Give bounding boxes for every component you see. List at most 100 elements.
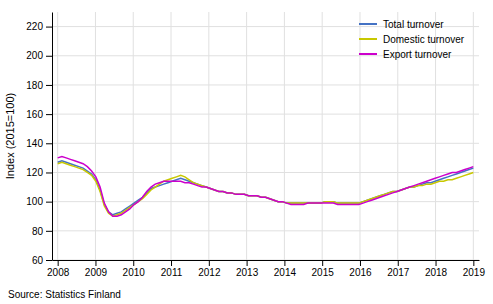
tick: 220 (26, 21, 52, 32)
grid-line (322, 12, 323, 260)
tick: 2017 (387, 260, 410, 278)
legend-swatch (359, 38, 377, 40)
tick: 140 (26, 138, 52, 149)
tick-label: 160 (26, 109, 43, 120)
tick-mark (95, 260, 96, 266)
legend-item: Export turnover (359, 49, 452, 60)
tick-label: 180 (26, 80, 43, 91)
tick: 2016 (349, 260, 372, 278)
tick-label: 60 (32, 255, 44, 266)
tick-label: 2008 (47, 267, 70, 278)
grid-line (52, 172, 479, 173)
tick: 120 (26, 167, 52, 178)
tick: 200 (26, 50, 52, 61)
tick-mark (171, 260, 172, 266)
tick: 2015 (312, 260, 335, 278)
tick: 2018 (425, 260, 448, 278)
tick: 2011 (161, 260, 183, 278)
tick-mark (46, 56, 52, 57)
grid-line (208, 12, 209, 260)
tick-mark (46, 143, 52, 144)
tick-label: 2019 (463, 267, 486, 278)
tick-mark (284, 260, 285, 266)
tick-label: 80 (32, 226, 44, 237)
tick-mark (360, 260, 361, 266)
legend-label: Domestic turnover (383, 34, 465, 45)
grid-line (171, 12, 172, 260)
tick: 2014 (274, 260, 297, 278)
tick-mark (209, 260, 210, 266)
tick-mark (58, 260, 59, 266)
tick-label: 120 (26, 167, 43, 178)
tick-label: 2009 (85, 267, 108, 278)
grid-line (52, 84, 479, 85)
lines (58, 156, 474, 216)
tick: 2009 (85, 260, 108, 278)
tick-label: 200 (26, 50, 43, 61)
tick: 2012 (198, 260, 221, 278)
tick-label: 2015 (312, 267, 335, 278)
tick: 180 (26, 80, 52, 91)
tick: 2019 (463, 260, 486, 278)
tick-mark (398, 260, 399, 266)
tick: 2008 (47, 260, 70, 278)
y-axis-title: Index (2015=100) (4, 93, 16, 180)
grid-line (95, 12, 96, 260)
tick-label: 220 (26, 21, 43, 32)
grid-line (359, 12, 360, 260)
grid-line (284, 12, 285, 260)
tick-label: 2012 (198, 267, 221, 278)
grid-line (52, 260, 479, 261)
legend-swatch (359, 23, 377, 25)
legend-label: Export turnover (383, 49, 452, 60)
tick-mark (247, 260, 248, 266)
grid-line (52, 201, 479, 202)
tick: 80 (32, 226, 52, 237)
tick: 2013 (236, 260, 259, 278)
legend-item: Domestic turnover (359, 34, 465, 45)
tick-mark (46, 231, 52, 232)
grid (52, 12, 479, 260)
tick: 60 (32, 255, 52, 266)
tick-mark (133, 260, 134, 266)
tick-label: 140 (26, 138, 43, 149)
tick-mark (322, 260, 323, 266)
grid-line (52, 230, 479, 231)
line (58, 162, 474, 216)
tick-label: 100 (26, 196, 43, 207)
tick-mark (46, 202, 52, 203)
tick-mark (46, 114, 52, 115)
axis-line (53, 260, 480, 261)
tick-label: 2016 (349, 267, 372, 278)
grid-line (133, 12, 134, 260)
tick: 2010 (123, 260, 146, 278)
x-axis: 2008 2009 2010 2011 2012 2013 2014 2015 2016 2017… (47, 260, 485, 278)
grid-line (57, 12, 58, 260)
tick-mark (46, 85, 52, 86)
grid-line (52, 143, 479, 144)
tick-label: 2018 (425, 267, 448, 278)
tick-label: 2014 (274, 267, 297, 278)
grid-line (473, 12, 474, 260)
tick-mark (46, 260, 52, 261)
tick-label: 2013 (236, 267, 259, 278)
tick: 100 (26, 196, 52, 207)
grid-line (52, 114, 479, 115)
legend-swatch (359, 53, 377, 55)
chart: 2008 2009 2010 2011 2012 2013 2014 2015 2016 2017… (0, 0, 493, 304)
axis-line (52, 13, 53, 261)
line (58, 156, 474, 216)
legend-label: Total turnover (383, 19, 444, 30)
grid-line (246, 12, 247, 260)
annotation: Source: Statistics Finland (8, 289, 121, 300)
plot: 2008 2009 2010 2011 2012 2013 2014 2015 2016 2017… (26, 12, 485, 278)
tick-mark (436, 260, 437, 266)
y-axis: 60 80 100 120 140 160 180 200 220 (26, 13, 52, 266)
legend: Total turnover Domestic turnover Export tu… (359, 19, 465, 60)
tick-label: 2017 (387, 267, 410, 278)
tick-mark (473, 260, 474, 266)
tick-label: 2011 (161, 267, 183, 278)
tick-mark (46, 27, 52, 28)
tick: 160 (26, 109, 52, 120)
tick-label: 2010 (123, 267, 146, 278)
